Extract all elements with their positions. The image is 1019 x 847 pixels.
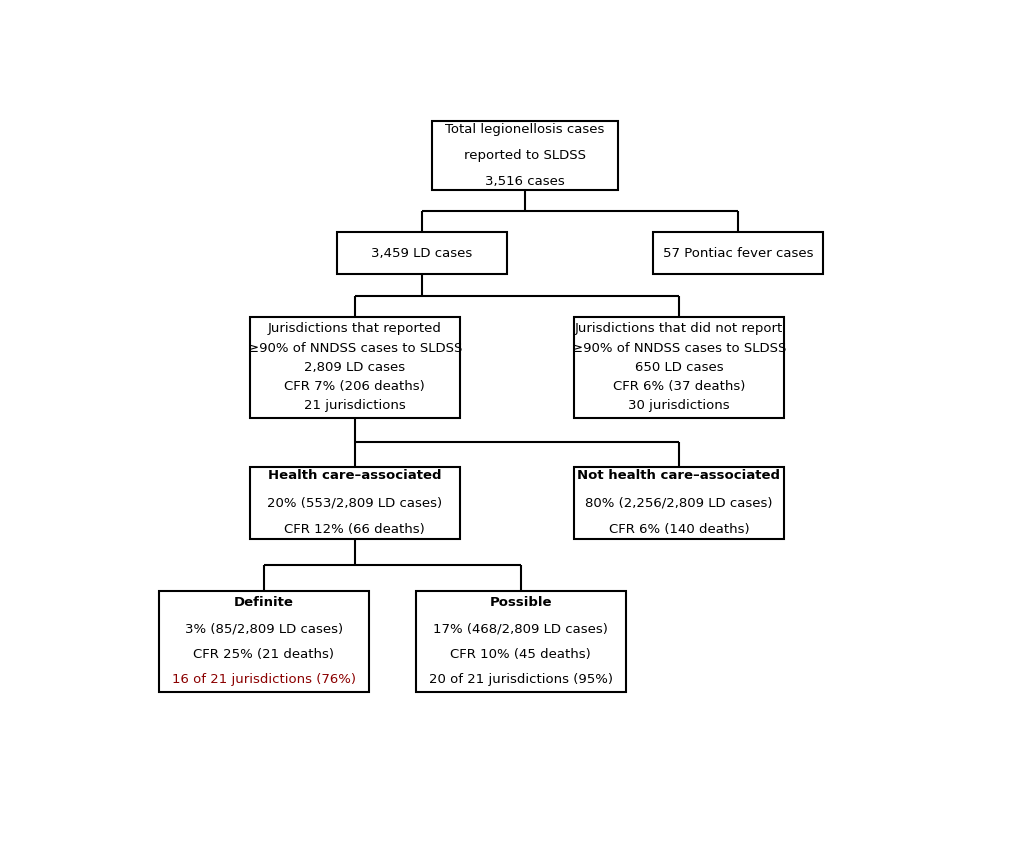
Text: CFR 12% (66 deaths): CFR 12% (66 deaths) bbox=[284, 523, 425, 536]
FancyBboxPatch shape bbox=[416, 591, 625, 692]
FancyBboxPatch shape bbox=[250, 467, 460, 539]
Text: Jurisdictions that reported: Jurisdictions that reported bbox=[268, 323, 441, 335]
FancyBboxPatch shape bbox=[159, 591, 368, 692]
FancyBboxPatch shape bbox=[336, 232, 506, 274]
Text: 3,516 cases: 3,516 cases bbox=[484, 175, 565, 188]
Text: 17% (468/2,809 LD cases): 17% (468/2,809 LD cases) bbox=[433, 622, 607, 635]
Text: Health care–associated: Health care–associated bbox=[268, 469, 441, 482]
Text: CFR 6% (37 deaths): CFR 6% (37 deaths) bbox=[612, 380, 744, 393]
Text: ≥90% of NNDSS cases to SLDSS: ≥90% of NNDSS cases to SLDSS bbox=[248, 341, 462, 355]
Text: reported to SLDSS: reported to SLDSS bbox=[464, 149, 585, 162]
Text: 30 jurisdictions: 30 jurisdictions bbox=[628, 399, 729, 412]
Text: 3% (85/2,809 LD cases): 3% (85/2,809 LD cases) bbox=[184, 622, 342, 635]
Text: 20 of 21 jurisdictions (95%): 20 of 21 jurisdictions (95%) bbox=[428, 673, 612, 686]
Text: CFR 25% (21 deaths): CFR 25% (21 deaths) bbox=[194, 648, 334, 661]
Text: Total legionellosis cases: Total legionellosis cases bbox=[444, 123, 604, 136]
Text: Not health care–associated: Not health care–associated bbox=[577, 469, 780, 482]
Text: 20% (553/2,809 LD cases): 20% (553/2,809 LD cases) bbox=[267, 496, 442, 509]
Text: Jurisdictions that did not report: Jurisdictions that did not report bbox=[574, 323, 783, 335]
FancyBboxPatch shape bbox=[431, 121, 618, 190]
FancyBboxPatch shape bbox=[574, 317, 783, 418]
Text: 57 Pontiac fever cases: 57 Pontiac fever cases bbox=[662, 246, 812, 260]
Text: Definite: Definite bbox=[233, 596, 293, 609]
FancyBboxPatch shape bbox=[652, 232, 822, 274]
Text: 16 of 21 jurisdictions (76%): 16 of 21 jurisdictions (76%) bbox=[171, 673, 356, 686]
Text: CFR 7% (206 deaths): CFR 7% (206 deaths) bbox=[284, 380, 425, 393]
FancyBboxPatch shape bbox=[574, 467, 783, 539]
FancyBboxPatch shape bbox=[250, 317, 460, 418]
Text: 3,459 LD cases: 3,459 LD cases bbox=[371, 246, 472, 260]
Text: CFR 10% (45 deaths): CFR 10% (45 deaths) bbox=[450, 648, 591, 661]
Text: ≥90% of NNDSS cases to SLDSS: ≥90% of NNDSS cases to SLDSS bbox=[571, 341, 786, 355]
Text: Possible: Possible bbox=[489, 596, 551, 609]
Text: 21 jurisdictions: 21 jurisdictions bbox=[304, 399, 406, 412]
Text: 2,809 LD cases: 2,809 LD cases bbox=[304, 361, 405, 374]
Text: 650 LD cases: 650 LD cases bbox=[634, 361, 722, 374]
Text: 80% (2,256/2,809 LD cases): 80% (2,256/2,809 LD cases) bbox=[585, 496, 771, 509]
Text: CFR 6% (140 deaths): CFR 6% (140 deaths) bbox=[608, 523, 748, 536]
